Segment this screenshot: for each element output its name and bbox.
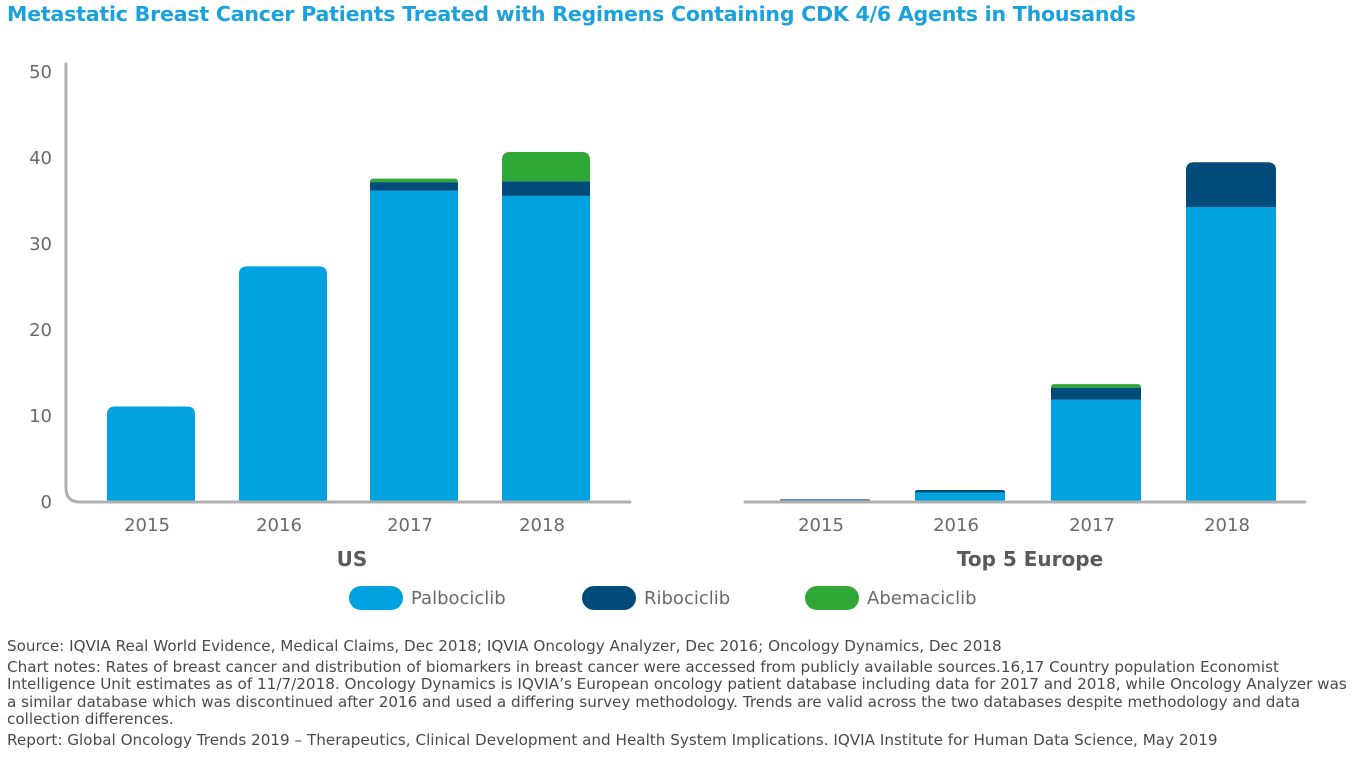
x-tick-label: 2015 <box>798 515 844 536</box>
x-tick-label: 2015 <box>124 515 170 536</box>
bar-us-2015-palbociclib <box>107 406 195 502</box>
bar-top-5-europe-2016-ribociclib <box>915 489 1005 493</box>
legend: Palbociclib Ribociclib Abemaciclib <box>0 586 1352 614</box>
y-tick-label: 0 <box>41 492 52 513</box>
bar-us-2017-abemaciclib <box>370 178 458 183</box>
legend-swatch-palbociclib <box>349 586 403 610</box>
x-tick-label: 2017 <box>387 515 433 536</box>
legend-item-abemaciclib: Abemaciclib <box>805 586 977 610</box>
y-tick-label: 40 <box>29 148 52 169</box>
x-axis-labels: 2015 2016 2017 2018 US 2015 2016 2017 2018 Top 5 … <box>124 515 1250 571</box>
bar-us-2018-palbociclib <box>502 195 590 502</box>
bar-top-5-europe-2017-abemaciclib <box>1051 384 1141 388</box>
legend-label: Ribociclib <box>644 587 731 609</box>
bar-top-5-europe-2017-palbociclib <box>1051 399 1141 502</box>
legend-swatch-ribociclib <box>582 586 636 610</box>
bar-top-5-europe-2016-palbociclib <box>915 492 1005 502</box>
report-note: Report: Global Oncology Trends 2019 – Th… <box>7 730 1218 749</box>
bars <box>107 151 1276 502</box>
x-tick-label: 2016 <box>933 515 979 536</box>
legend-swatch-abemaciclib <box>805 586 859 610</box>
bar-top-5-europe-2018-palbociclib <box>1186 207 1276 502</box>
legend-item-ribociclib: Ribociclib <box>582 586 730 610</box>
x-tick-label: 2018 <box>1204 515 1250 536</box>
bar-us-2016-palbociclib <box>239 266 327 502</box>
bar-us-2017-ribociclib <box>370 182 458 191</box>
chart-notes: Chart notes: Rates of breast cancer and … <box>7 657 1347 728</box>
bar-top-5-europe-2018-ribociclib <box>1186 162 1276 208</box>
y-tick-label: 20 <box>29 320 52 341</box>
bar-us-2018-abemaciclib <box>502 151 590 182</box>
bar-us-2018-ribociclib <box>502 181 590 196</box>
axis-line <box>64 62 632 504</box>
bar-top-5-europe-2017-ribociclib <box>1051 387 1141 400</box>
x-tick-label: 2017 <box>1069 515 1115 536</box>
x-tick-label: 2016 <box>256 515 302 536</box>
y-tick-label: 30 <box>29 234 52 255</box>
y-tick-label: 10 <box>29 406 52 427</box>
y-tick-label: 50 <box>29 62 52 83</box>
legend-label: Palbociclib <box>411 587 506 609</box>
group-label: US <box>337 547 368 571</box>
group-label: Top 5 Europe <box>957 547 1103 571</box>
y-axis-ticks: 0 10 20 30 40 50 <box>29 62 52 513</box>
legend-item-palbociclib: Palbociclib <box>349 586 506 610</box>
x-tick-label: 2018 <box>519 515 565 536</box>
chart-title: Metastatic Breast Cancer Patients Treate… <box>7 2 1136 26</box>
source-note: Source: IQVIA Real World Evidence, Medic… <box>7 637 1002 655</box>
footnotes: Source: IQVIA Real World Evidence, Medic… <box>7 637 1347 752</box>
bar-us-2017-palbociclib <box>370 190 458 502</box>
axes <box>64 62 1307 504</box>
bar-top-5-europe-2015-ribociclib <box>780 499 870 501</box>
legend-label: Abemaciclib <box>867 587 977 609</box>
